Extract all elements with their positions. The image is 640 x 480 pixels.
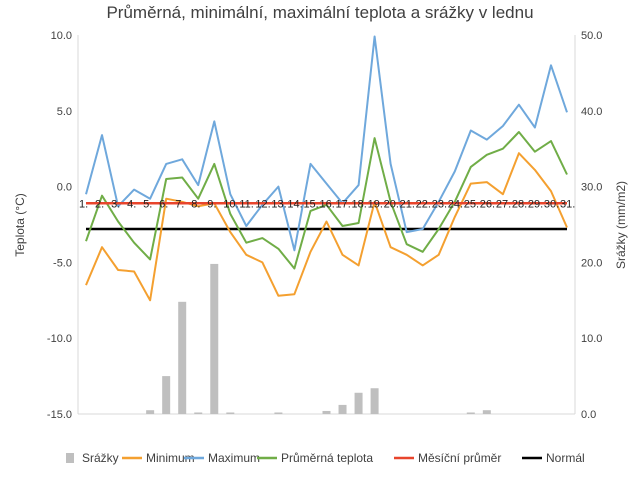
day-label: 30.: [544, 198, 559, 210]
legend-swatch: [66, 453, 74, 463]
y-tick-label-right: 10.0: [581, 333, 602, 345]
precip-bar: [194, 412, 203, 414]
series-lines: [85, 35, 568, 302]
y-tick-label-right: 20.0: [581, 257, 602, 269]
y-tick-label-left: -10.0: [47, 333, 72, 345]
y-tick-label-left: -5.0: [53, 257, 72, 269]
day-label: 27.: [496, 198, 511, 210]
day-label: 10.: [223, 198, 238, 210]
day-label: 24.: [448, 198, 463, 210]
day-label: 23.: [432, 198, 447, 210]
day-label: 31.: [560, 198, 575, 210]
day-label: 25.: [464, 198, 479, 210]
day-label: 8.: [191, 198, 200, 210]
precip-bar: [322, 410, 331, 414]
day-label: 1.: [79, 198, 88, 210]
y-tick-label-right: 50.0: [581, 30, 602, 42]
y-tick-label-right: 30.0: [581, 182, 602, 194]
day-label: 9.: [207, 198, 216, 210]
series-line-maximum: [85, 35, 568, 252]
series-line-minimum: [85, 152, 568, 302]
y-ticks-right: 0.0 10.0 20.0 30.0 40.0 50.0: [581, 30, 602, 421]
precip-bar: [338, 404, 347, 414]
legend: Srážky Minimum Maximum Průměrná teplota Měsí…: [66, 451, 585, 465]
precip-bar: [466, 412, 475, 414]
day-label: 19.: [368, 198, 383, 210]
day-label: 3.: [111, 198, 120, 210]
y-tick-label-left: 10.0: [51, 30, 72, 42]
legend-label: Minimum: [146, 451, 195, 465]
legend-label: Maximum: [208, 451, 260, 465]
precipitation-bars: [146, 263, 491, 414]
y-axis-title-left: Teplota (°C): [13, 193, 27, 257]
y-tick-label-right: 0.0: [581, 409, 596, 421]
day-label: 2.: [95, 198, 104, 210]
day-label: 14.: [287, 198, 302, 210]
legend-label: Normál: [546, 451, 585, 465]
day-label: 20.: [384, 198, 399, 210]
day-label: 29.: [528, 198, 543, 210]
y-tick-label-left: 5.0: [57, 106, 72, 118]
legend-label: Měsíční průměr: [418, 451, 501, 465]
legend-label: Srážky: [82, 451, 119, 465]
precip-bar: [482, 410, 491, 414]
day-label: 17.: [336, 198, 351, 210]
y-tick-label-left: 0.0: [57, 182, 72, 194]
precip-bar: [274, 412, 283, 414]
precip-bar: [178, 301, 187, 414]
y-tick-label-left: -15.0: [47, 409, 72, 421]
day-label: 26.: [480, 198, 495, 210]
day-label: 5.: [143, 198, 152, 210]
day-label: 11.: [239, 198, 253, 210]
precip-bar: [370, 388, 379, 414]
day-label: 22.: [416, 198, 431, 210]
series-line-pr-m-rn-teplota: [85, 131, 568, 270]
day-labels: 1. 2. 3. 4. 5. 6. 7. 8. 9. 10. 11. 12. 13. 14. 15. 16. 1…: [79, 198, 575, 210]
day-label: 15.: [303, 198, 318, 210]
day-label: 13.: [271, 198, 286, 210]
day-label: 16.: [319, 198, 334, 210]
precip-bar: [354, 392, 363, 414]
precip-bar: [226, 412, 235, 414]
day-label: 4.: [127, 198, 136, 210]
y-ticks-left: -15.0 -10.0 -5.0 0.0 5.0 10.0: [47, 30, 72, 421]
chart-title: Průměrná, minimální, maximální teplota a…: [106, 3, 533, 22]
precip-bar: [162, 376, 171, 414]
day-label: 12.: [255, 198, 270, 210]
day-label: 28.: [512, 198, 527, 210]
day-label: 18.: [352, 198, 367, 210]
precip-bar: [210, 263, 219, 414]
precip-bar: [146, 410, 155, 414]
day-label: 21.: [400, 198, 415, 210]
y-tick-label-right: 40.0: [581, 106, 602, 118]
day-label: 6.: [159, 198, 168, 210]
y-axis-title-right: Srážky (mm/m2): [614, 181, 628, 269]
legend-label: Průměrná teplota: [281, 451, 373, 465]
day-label: 7.: [175, 198, 184, 210]
